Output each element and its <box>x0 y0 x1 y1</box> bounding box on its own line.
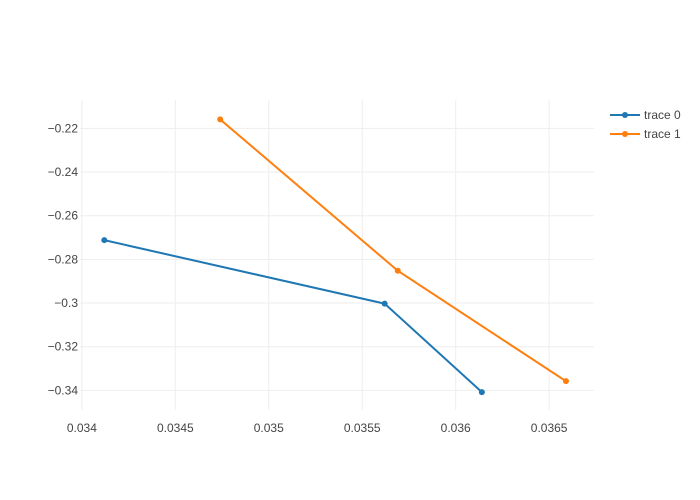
y-tick-label: −0.22 <box>48 121 79 135</box>
legend-marker <box>622 131 628 137</box>
x-tick-label: 0.035 <box>254 421 284 435</box>
y-tick-label: −0.28 <box>48 252 79 266</box>
grid-layer <box>80 100 594 410</box>
x-tick-label: 0.0355 <box>344 421 381 435</box>
y-axis-ticks: −0.22 −0.24 −0.26 −0.28 −0.3 −0.32 −0.34 <box>48 121 79 397</box>
series-0 <box>101 237 485 396</box>
legend-marker <box>622 112 628 118</box>
y-tick-label: −0.34 <box>48 383 79 397</box>
data-point[interactable] <box>394 267 401 274</box>
legend-item-0[interactable]: trace 0 <box>610 108 681 122</box>
data-point[interactable] <box>562 378 569 385</box>
x-tick-label: 0.0345 <box>157 421 194 435</box>
y-tick-label: −0.26 <box>48 209 79 223</box>
data-point[interactable] <box>217 116 224 123</box>
x-tick-label: 0.036 <box>441 421 471 435</box>
data-point[interactable] <box>381 300 388 307</box>
series-layer <box>101 116 569 396</box>
x-tick-label: 0.034 <box>67 421 97 435</box>
x-axis-ticks: 0.034 0.0345 0.035 0.0355 0.036 0.0365 <box>67 421 568 435</box>
legend-label: trace 1 <box>644 127 681 141</box>
data-point[interactable] <box>478 389 485 396</box>
series-1 <box>217 116 569 385</box>
legend-label: trace 0 <box>644 108 681 122</box>
data-point[interactable] <box>101 237 108 244</box>
legend-item-1[interactable]: trace 1 <box>610 127 681 141</box>
y-tick-label: −0.3 <box>54 296 78 310</box>
legend[interactable]: trace 0 trace 1 <box>610 108 681 141</box>
y-tick-label: −0.32 <box>48 340 79 354</box>
series-line <box>219 118 567 383</box>
series-line <box>104 239 483 393</box>
y-tick-label: −0.24 <box>48 165 79 179</box>
x-tick-label: 0.0365 <box>531 421 568 435</box>
